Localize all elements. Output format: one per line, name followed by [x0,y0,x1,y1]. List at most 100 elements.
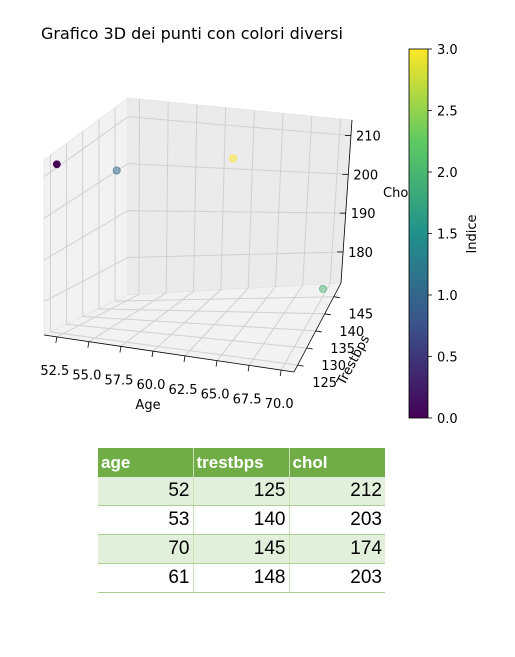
x-tick-mark [183,355,186,362]
x-tick-mark [87,341,90,348]
colorbar-tick-label: 3.0 [437,43,458,58]
z-tick-label: 180 [348,246,373,261]
x-tick-mark [247,365,250,372]
colorbar-ticks: 0.0 0.5 1.0 1.5 2.0 2.5 3.0 [428,43,458,427]
data-point [52,160,61,169]
gridline-z [127,163,349,175]
data-point [319,285,327,293]
gridline-x [184,287,249,357]
table-cell: 203 [288,505,385,535]
y-tick-mark [315,330,322,333]
table-cell: 145 [192,534,289,564]
table-header-cell: age [98,448,193,477]
gridline-z [43,210,129,261]
table-cell: 53 [98,505,193,535]
table-cell: 148 [192,563,289,593]
x-axis-label: Age [135,398,160,413]
x-tick-mark [119,346,122,353]
x-tick-mark [55,336,58,343]
x-axis-line [43,334,295,373]
gridline-y [98,308,325,315]
colorbar [408,48,429,419]
colorbar-tick-label: 1.0 [437,289,458,304]
z-tick-label: 190 [351,207,376,222]
table-cell: 125 [192,477,289,506]
table-header-cell: trestbps [192,448,289,477]
x-tick-label: 62.5 [169,383,198,398]
colorbar-tick-label: 1.5 [437,228,458,243]
z-tick-label: 210 [356,130,381,145]
table-cell: 174 [288,534,385,564]
gridline-z [43,257,129,303]
y-tick-label: 125 [312,376,337,391]
gridline-x [248,284,304,366]
gridline-y [66,323,307,349]
table-row: 53 140 203 [98,505,385,535]
table-row: 70 145 174 [98,534,385,564]
data-point [112,166,121,175]
gridline-y [115,296,334,302]
table-cell: 70 [98,534,193,564]
x-tick-mark [279,370,282,377]
gridline-x [152,289,222,352]
y-axis-line [293,282,342,373]
gridline-x [274,113,284,287]
x-tick-label: 70.0 [265,397,294,412]
gridline-x [193,104,198,292]
gridline-y [50,331,298,366]
chart-ticks: 52.5 55.0 57.5 60.0 62.5 65.0 67.5 70.0 125 130 13… [40,130,380,413]
y-tick-mark [306,347,313,350]
gridline-x [138,99,140,295]
gridline-x [280,283,331,371]
table-cell: 203 [288,563,385,593]
y-tick-label: 135 [330,342,355,357]
table-header-cell: chol [288,448,385,477]
y-tick-mark [333,296,340,299]
table-row: 52 125 212 [98,477,385,506]
gridline-z [127,251,344,258]
data-table: age trestbps chol 52 125 212 53 140 203 70 145 174… [98,448,385,593]
x-tick-mark [151,351,154,358]
x-tick-label: 65.0 [201,388,230,403]
chart-gridlines [43,99,351,371]
y-tick-mark [324,313,331,316]
gridline-x [302,116,313,286]
gridline-x [247,110,255,289]
gridline-x [329,118,342,284]
chart-panes [42,97,353,373]
gridline-x [220,107,227,290]
gridline-x [88,292,167,343]
gridline-x [120,290,194,347]
gridline-x [56,293,140,338]
table-cell: 212 [288,477,385,506]
chart-points [52,154,327,293]
table-body: 52 125 212 53 140 203 70 145 174 61 148 203 [98,477,385,593]
chart-title: Grafico 3D dei punti con colori diversi [41,24,343,43]
table-cell: 52 [98,477,193,506]
gridline-x [216,286,276,361]
y-tick-label: 140 [339,325,364,340]
x-tick-label: 60.0 [136,378,165,393]
data-point [229,154,237,163]
x-tick-label: 57.5 [104,373,133,388]
colorbar-label: Indice [465,214,480,253]
colorbar-tick-label: 2.0 [437,166,458,181]
colorbar-tick-label: 0.5 [437,351,458,366]
z-tick-label: 200 [353,168,378,183]
y-tick-label: 145 [348,308,373,323]
chart-3d-scatter: Grafico 3D dei punti con colori diversi … [40,24,480,427]
colorbar-tick-label: 2.5 [437,105,458,120]
table-cell: 61 [98,563,193,593]
gridline-y [82,316,316,332]
gridline-z [127,210,346,214]
y-tick-label: 130 [321,359,346,374]
z-axis-line [340,119,353,284]
y-tick-mark [297,364,304,367]
table-cell: 140 [192,505,289,535]
gridline-z [127,116,351,137]
x-tick-label: 55.0 [72,369,101,384]
table-header-row: age trestbps chol [98,448,385,477]
gridline-x [165,101,169,293]
x-tick-label: 52.5 [40,364,69,379]
x-tick-mark [215,360,218,367]
